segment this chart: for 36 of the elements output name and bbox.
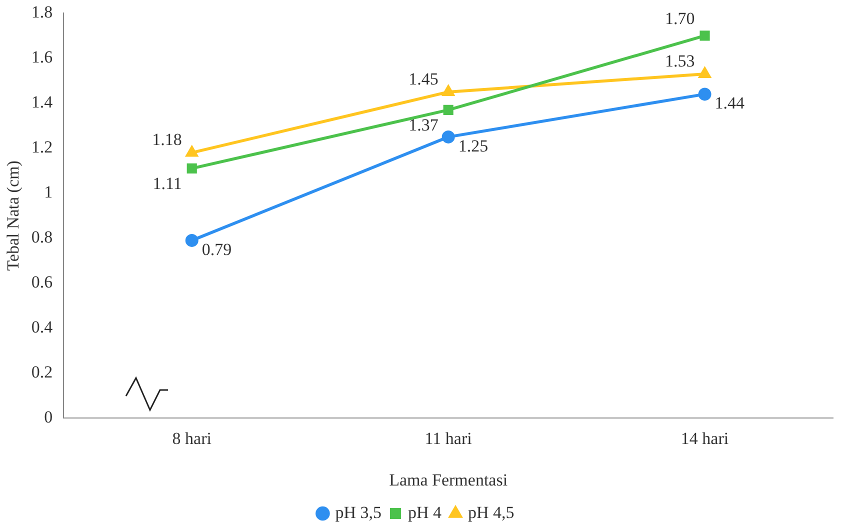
data-label: 1.44 <box>714 94 746 113</box>
point <box>698 88 712 101</box>
y-tick-label: 0.8 <box>31 228 53 247</box>
y-tick-label: 0.2 <box>31 362 53 382</box>
point <box>442 85 454 96</box>
y-tick-label: 0.6 <box>31 272 53 292</box>
data-label: 1.53 <box>665 51 695 70</box>
y-tick-label: 1.2 <box>31 138 53 157</box>
y-tick-label: 1.6 <box>31 48 53 67</box>
y-tick-label: 1.8 <box>31 2 53 22</box>
x-tick-label: 8 hari <box>172 428 212 448</box>
data-label: 1.37 <box>408 115 439 134</box>
legend-label: pH 4,5 <box>468 502 514 522</box>
legend-label: pH 4 <box>408 502 442 522</box>
point <box>185 234 198 247</box>
legend-label: pH 3,5 <box>335 502 382 522</box>
x-axis-title: Lama Fermentasi <box>389 470 508 490</box>
x-tick-label: 11 hari <box>424 428 472 448</box>
y-axis-title: Tebal Nata (cm) <box>4 160 23 271</box>
data-label: 1.18 <box>152 130 182 150</box>
y-tick-label: 1.4 <box>31 92 54 112</box>
data-label: 1.70 <box>665 9 695 28</box>
point <box>700 30 710 41</box>
y-tick-label: 0 <box>44 408 53 427</box>
point <box>698 67 711 78</box>
point <box>442 130 455 144</box>
data-label: 1.25 <box>458 136 488 156</box>
point <box>443 104 454 115</box>
data-label: 1.11 <box>152 174 182 193</box>
data-label: 1.45 <box>408 69 438 88</box>
x-tick-label: 14 hari <box>680 428 729 448</box>
point <box>186 163 197 174</box>
data-label: 0.79 <box>202 240 232 259</box>
point <box>186 146 198 157</box>
y-tick-label: 1 <box>44 182 53 202</box>
y-tick-label: 0.4 <box>31 318 54 337</box>
